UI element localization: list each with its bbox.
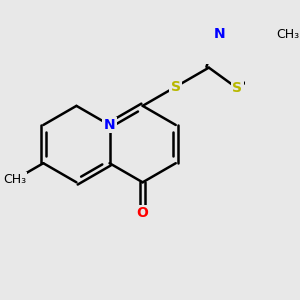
Text: CH₃: CH₃ [276, 28, 299, 41]
Text: CH₃: CH₃ [4, 173, 27, 186]
Text: S: S [232, 81, 242, 95]
Text: S: S [171, 80, 181, 94]
Text: N: N [214, 27, 226, 41]
Text: O: O [137, 206, 148, 220]
Text: N: N [104, 118, 116, 132]
